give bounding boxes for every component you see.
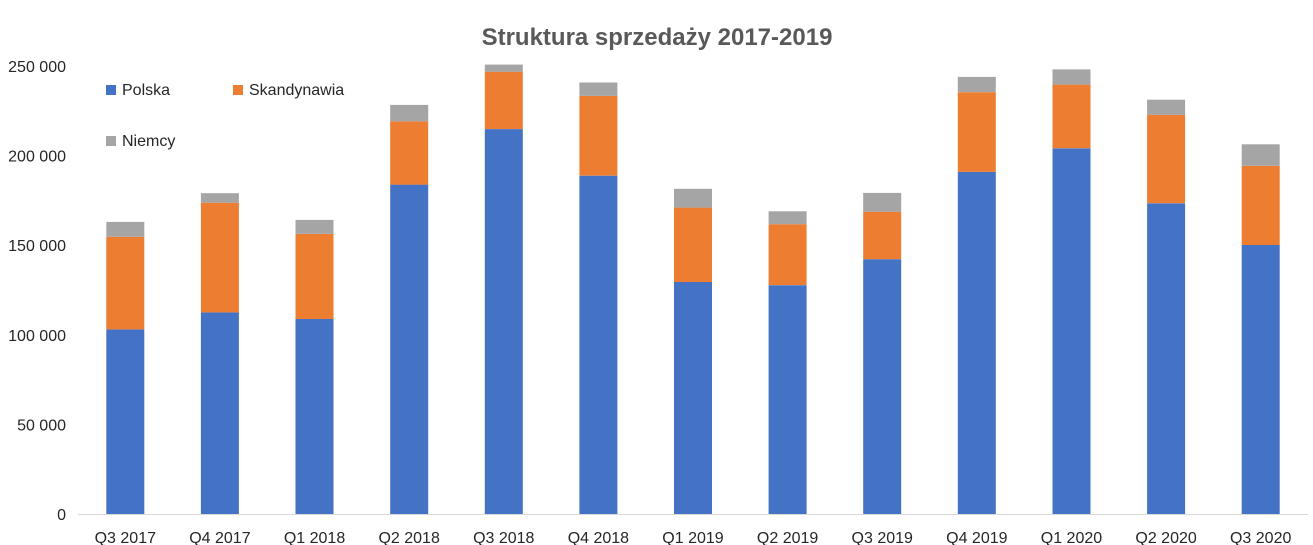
bar-segment-niemcy-5 bbox=[484, 64, 523, 72]
bar-segment-polska-12 bbox=[1147, 203, 1186, 515]
bar-segment-niemcy-4 bbox=[390, 104, 429, 122]
bar-segment-polska-2 bbox=[200, 312, 239, 514]
x-tick-label: Q3 2018 bbox=[473, 530, 534, 545]
legend-swatch-niemcy bbox=[106, 136, 116, 146]
bar-segment-skandynawia-4 bbox=[390, 121, 429, 185]
bar-segment-skandynawia-7 bbox=[674, 207, 712, 282]
bar-segment-skandynawia-13 bbox=[1241, 165, 1280, 245]
bar-segment-niemcy-6 bbox=[579, 82, 618, 96]
x-tick-label: Q2 2020 bbox=[1135, 530, 1196, 545]
bar-segment-niemcy-7 bbox=[674, 188, 712, 208]
bar-segment-niemcy-9 bbox=[863, 192, 902, 212]
bar-segment-niemcy-10 bbox=[957, 76, 996, 93]
legend-swatch-polska bbox=[106, 85, 116, 95]
x-tick-label: Q4 2018 bbox=[568, 530, 629, 545]
x-tick-label: Q2 2019 bbox=[757, 530, 818, 545]
bar-segment-niemcy-1 bbox=[106, 221, 145, 237]
bar-segment-skandynawia-9 bbox=[863, 211, 902, 260]
y-tick-label: 250 000 bbox=[8, 59, 66, 76]
x-tick-label: Q3 2017 bbox=[95, 530, 156, 545]
bar-segment-niemcy-13 bbox=[1241, 144, 1280, 166]
bar-segment-skandynawia-6 bbox=[579, 95, 618, 176]
legend-label-niemcy: Niemcy bbox=[122, 133, 175, 150]
x-tick-label: Q3 2019 bbox=[852, 530, 913, 545]
y-tick-label: 150 000 bbox=[8, 238, 66, 255]
x-tick-label: Q2 2018 bbox=[378, 530, 439, 545]
bar-segment-polska-8 bbox=[768, 285, 807, 514]
x-tick-label: Q1 2018 bbox=[284, 530, 345, 545]
x-tick-label: Q1 2020 bbox=[1041, 530, 1102, 545]
bar-segment-polska-1 bbox=[106, 329, 145, 514]
bar-segment-skandynawia-5 bbox=[484, 71, 523, 129]
y-tick-label: 0 bbox=[57, 507, 66, 524]
bar-segment-polska-13 bbox=[1241, 245, 1280, 514]
bar-segment-skandynawia-1 bbox=[106, 236, 145, 330]
bar-segment-polska-7 bbox=[674, 281, 712, 514]
bar-segment-polska-3 bbox=[295, 319, 334, 514]
legend-label-polska: Polska bbox=[122, 82, 170, 99]
x-tick-label: Q1 2019 bbox=[662, 530, 723, 545]
y-tick-label: 200 000 bbox=[8, 149, 66, 166]
y-tick-label: 50 000 bbox=[17, 417, 66, 434]
bar-segment-niemcy-2 bbox=[200, 193, 239, 203]
bar-segment-niemcy-3 bbox=[295, 219, 334, 234]
bar-segment-skandynawia-3 bbox=[295, 233, 334, 319]
bar-segment-polska-10 bbox=[957, 171, 996, 514]
bar-segment-skandynawia-8 bbox=[768, 224, 807, 286]
x-tick-label: Q4 2017 bbox=[189, 530, 250, 545]
bar-segment-polska-6 bbox=[579, 175, 618, 514]
bar-segment-polska-9 bbox=[863, 259, 902, 514]
legend-swatch-skandynawia bbox=[233, 85, 243, 95]
bar-segment-skandynawia-10 bbox=[957, 92, 996, 172]
y-tick-label: 100 000 bbox=[8, 328, 66, 345]
chart-title: Struktura sprzedaży 2017-2019 bbox=[482, 24, 833, 51]
x-tick-label: Q4 2019 bbox=[946, 530, 1007, 545]
legend-label-skandynawia: Skandynawia bbox=[249, 82, 344, 99]
bar-segment-skandynawia-11 bbox=[1052, 84, 1091, 149]
bar-segment-skandynawia-12 bbox=[1147, 114, 1186, 204]
bar-segment-niemcy-8 bbox=[768, 211, 807, 225]
bars-layer bbox=[106, 64, 1280, 515]
axis-layer: 0 50 000 100 000 150 000 200 000 250 000 Q3 20… bbox=[8, 59, 1308, 545]
legend: Polska Skandynawia Niemcy bbox=[106, 82, 344, 150]
bar-segment-skandynawia-2 bbox=[200, 202, 239, 313]
bar-segment-niemcy-11 bbox=[1052, 69, 1091, 85]
x-tick-label: Q3 2020 bbox=[1230, 530, 1291, 545]
bar-segment-niemcy-12 bbox=[1147, 99, 1186, 115]
bar-segment-polska-11 bbox=[1052, 148, 1091, 515]
bar-segment-polska-5 bbox=[484, 129, 523, 514]
bar-segment-polska-4 bbox=[390, 184, 429, 514]
